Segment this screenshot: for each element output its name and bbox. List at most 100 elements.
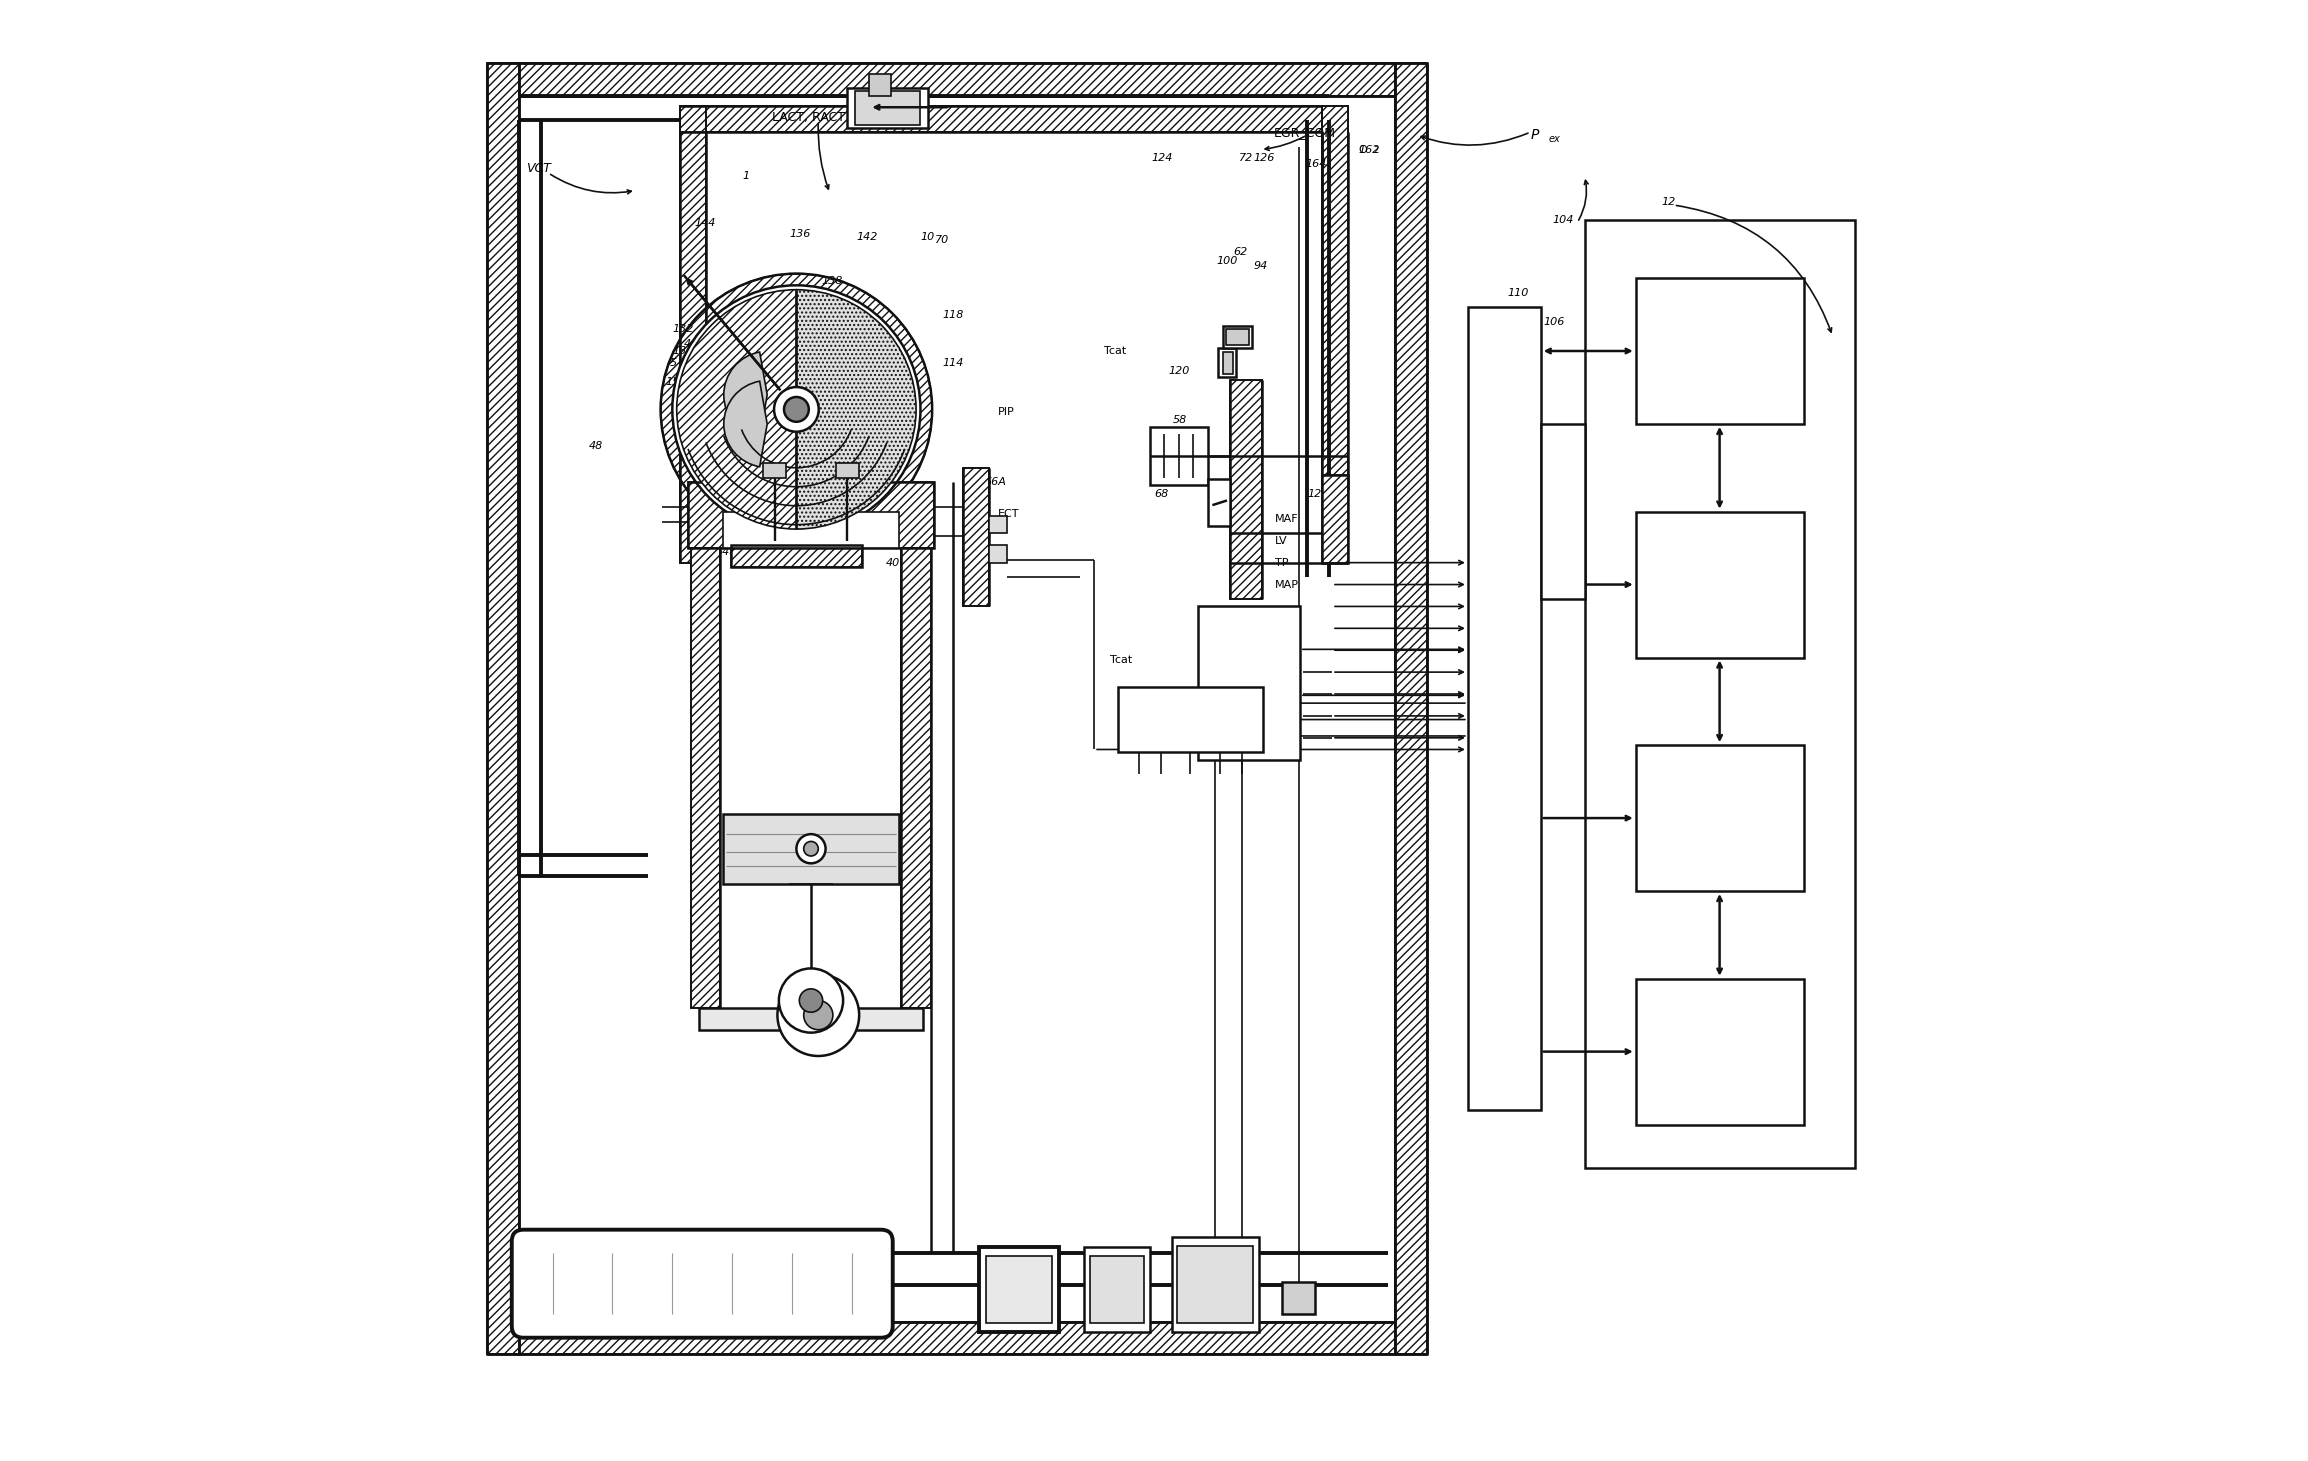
Text: 104: 104 (1553, 215, 1574, 225)
Text: MAF: MAF (1274, 514, 1299, 524)
Bar (764, 463, 787, 478)
Text: NOx: NOx (1232, 714, 1256, 723)
Text: TP: TP (1274, 558, 1288, 568)
Text: Tlrp: Tlrp (1216, 644, 1237, 655)
Bar (847, 88, 928, 127)
Bar (1230, 380, 1262, 599)
Bar (519, 63, 1394, 95)
Bar (1230, 380, 1262, 599)
Bar (679, 105, 706, 562)
Text: 120: 120 (1168, 367, 1191, 377)
Text: 10: 10 (921, 232, 935, 243)
Bar (1636, 511, 1803, 657)
Text: 122: 122 (1306, 489, 1329, 500)
Bar (1177, 1246, 1253, 1324)
Text: 150: 150 (665, 377, 685, 387)
Bar (722, 511, 898, 548)
Text: Tlrp: Tlrp (1232, 685, 1253, 694)
Bar (1223, 352, 1232, 374)
Text: VCT: VCT (526, 162, 552, 175)
Bar (1636, 745, 1803, 891)
Text: 32: 32 (702, 339, 715, 349)
Text: 144: 144 (695, 218, 715, 228)
Text: x: x (1262, 714, 1269, 723)
Bar (962, 468, 990, 606)
Circle shape (773, 387, 819, 431)
Wedge shape (725, 352, 766, 437)
Bar (679, 105, 1322, 131)
Bar (1322, 475, 1348, 562)
Text: 164: 164 (1306, 159, 1327, 169)
Bar (1322, 475, 1348, 562)
Bar (732, 545, 863, 567)
Text: 114: 114 (942, 358, 965, 368)
Bar (519, 1322, 1394, 1354)
Bar (679, 105, 1322, 131)
Text: 100: 100 (1216, 256, 1237, 266)
Text: PIP: PIP (997, 408, 1016, 418)
Bar (1394, 63, 1426, 1354)
Bar (722, 814, 898, 884)
Text: MAP: MAP (1274, 580, 1299, 590)
Bar (1172, 1237, 1260, 1332)
Bar (1586, 219, 1856, 1169)
Wedge shape (725, 381, 766, 466)
Text: 118: 118 (942, 310, 965, 320)
Text: 62: 62 (1659, 317, 1673, 327)
Bar (519, 1322, 1394, 1354)
Text: 52a: 52a (863, 539, 884, 549)
Bar (1322, 105, 1348, 489)
Bar (519, 63, 1394, 95)
Text: 110: 110 (1507, 288, 1528, 298)
Bar (688, 482, 935, 548)
Text: 12: 12 (1662, 197, 1676, 207)
Bar (1636, 979, 1803, 1125)
Bar (870, 73, 891, 95)
Text: 58: 58 (1172, 415, 1186, 425)
Circle shape (660, 273, 932, 545)
Text: MAP: MAP (1267, 733, 1290, 742)
Bar (1198, 606, 1299, 760)
Bar (902, 548, 930, 1008)
Text: 130: 130 (672, 346, 695, 356)
Bar (1207, 479, 1230, 526)
Bar (1219, 348, 1235, 377)
Text: x: x (1246, 691, 1253, 700)
Circle shape (785, 397, 808, 422)
Text: LACT, RACT: LACT, RACT (771, 111, 845, 124)
Bar (979, 1248, 1059, 1332)
Circle shape (799, 989, 822, 1012)
Bar (1085, 1248, 1149, 1332)
Bar (962, 468, 990, 606)
Bar (990, 516, 1006, 533)
Text: 68: 68 (1154, 489, 1168, 500)
Text: ex: ex (1549, 134, 1560, 143)
Text: MAF: MAF (1267, 668, 1290, 676)
Text: 66A: 66A (986, 478, 1006, 488)
Circle shape (803, 842, 819, 856)
Text: 54a: 54a (715, 548, 736, 558)
Text: 162: 162 (1359, 145, 1380, 155)
Text: 5: 5 (669, 358, 676, 368)
Text: CPU: CPU (1703, 577, 1738, 592)
Text: 94: 94 (1253, 262, 1267, 272)
Text: RAM: RAM (1701, 811, 1738, 825)
Bar (902, 548, 930, 1008)
Bar (1117, 687, 1262, 752)
Bar (1636, 278, 1803, 424)
Text: 124: 124 (1152, 153, 1172, 164)
Bar (1468, 307, 1542, 1110)
Text: O: O (1359, 145, 1366, 155)
Text: 2: 2 (854, 324, 861, 335)
Text: 126: 126 (1253, 153, 1274, 164)
Text: LV: LV (1274, 536, 1288, 546)
FancyBboxPatch shape (512, 1230, 893, 1338)
Circle shape (796, 834, 826, 863)
Text: 92: 92 (743, 478, 757, 488)
Text: Tcat: Tcat (1103, 346, 1126, 356)
Bar (835, 463, 859, 478)
Bar (487, 63, 519, 1354)
Circle shape (803, 1001, 833, 1030)
Text: 112: 112 (967, 481, 988, 491)
Text: KAM: KAM (1701, 1045, 1738, 1059)
